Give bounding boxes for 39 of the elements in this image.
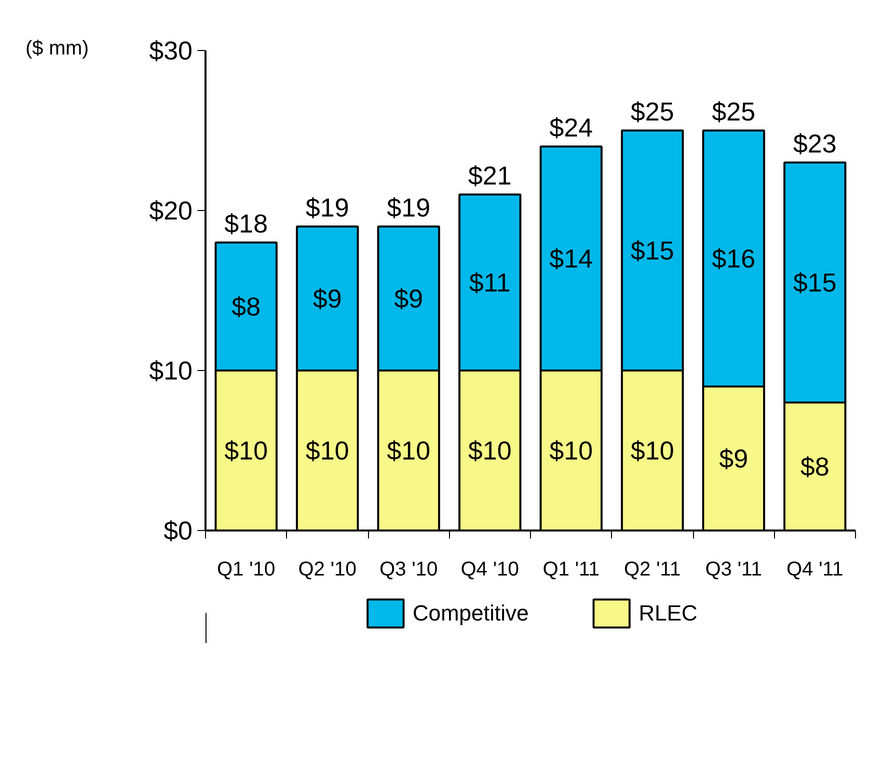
data-label: $10 [224,436,268,466]
total-label: $23 [793,128,837,158]
total-label: $21 [468,160,512,190]
legend-label: RLEC [638,600,698,626]
x-tick-label: Q4 '10 [460,558,520,580]
x-tick-label: Q2 '10 [298,558,357,580]
data-label: $10 [549,436,593,466]
data-label: $15 [630,236,674,266]
total-label: $25 [712,96,756,126]
y-tick-label: $30 [149,36,193,66]
data-label: $10 [468,436,512,466]
x-tick-label: Q1 '10 [216,558,276,580]
y-tick-label: $0 [164,516,192,546]
x-tick-label: Q3 '11 [705,558,762,580]
data-label: $16 [712,244,756,274]
data-label: $15 [793,268,837,298]
data-label: $9 [394,284,424,314]
x-tick-label: Q1 '11 [542,558,600,580]
x-tick-label: Q4 '11 [786,558,844,580]
y-tick-label: $10 [149,356,193,386]
data-label: $14 [549,244,593,274]
data-label: $10 [630,436,674,466]
x-tick-label: Q2 '11 [624,558,681,580]
total-label: $25 [630,96,674,126]
total-label: $19 [306,192,350,222]
legend-label: Competitive [412,600,529,626]
total-label: $24 [549,112,593,142]
data-label: $9 [312,284,342,314]
y-axis-title: ($ mm) [26,38,89,60]
data-label: $8 [232,292,261,322]
data-label: $10 [386,436,430,466]
y-tick-label: $20 [149,196,193,226]
total-label: $19 [386,192,430,222]
data-label: $11 [469,268,511,298]
x-tick-label: Q3 '10 [379,558,438,580]
data-label: $9 [719,444,748,474]
data-label: $8 [800,452,830,482]
data-label: $10 [306,436,350,466]
total-label: $18 [224,208,268,238]
